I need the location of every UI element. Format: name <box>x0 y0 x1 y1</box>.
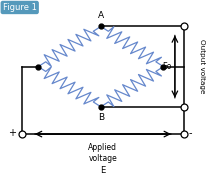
Text: Applied
voltage: Applied voltage <box>88 143 117 163</box>
Text: B: B <box>98 113 104 122</box>
Text: -: - <box>188 128 192 138</box>
Text: +: + <box>8 128 16 138</box>
Text: A: A <box>98 11 104 20</box>
Text: E: E <box>100 166 106 174</box>
Text: Figure 1: Figure 1 <box>3 3 37 12</box>
Text: Output voltage: Output voltage <box>199 39 205 94</box>
Text: Eo: Eo <box>162 62 171 71</box>
